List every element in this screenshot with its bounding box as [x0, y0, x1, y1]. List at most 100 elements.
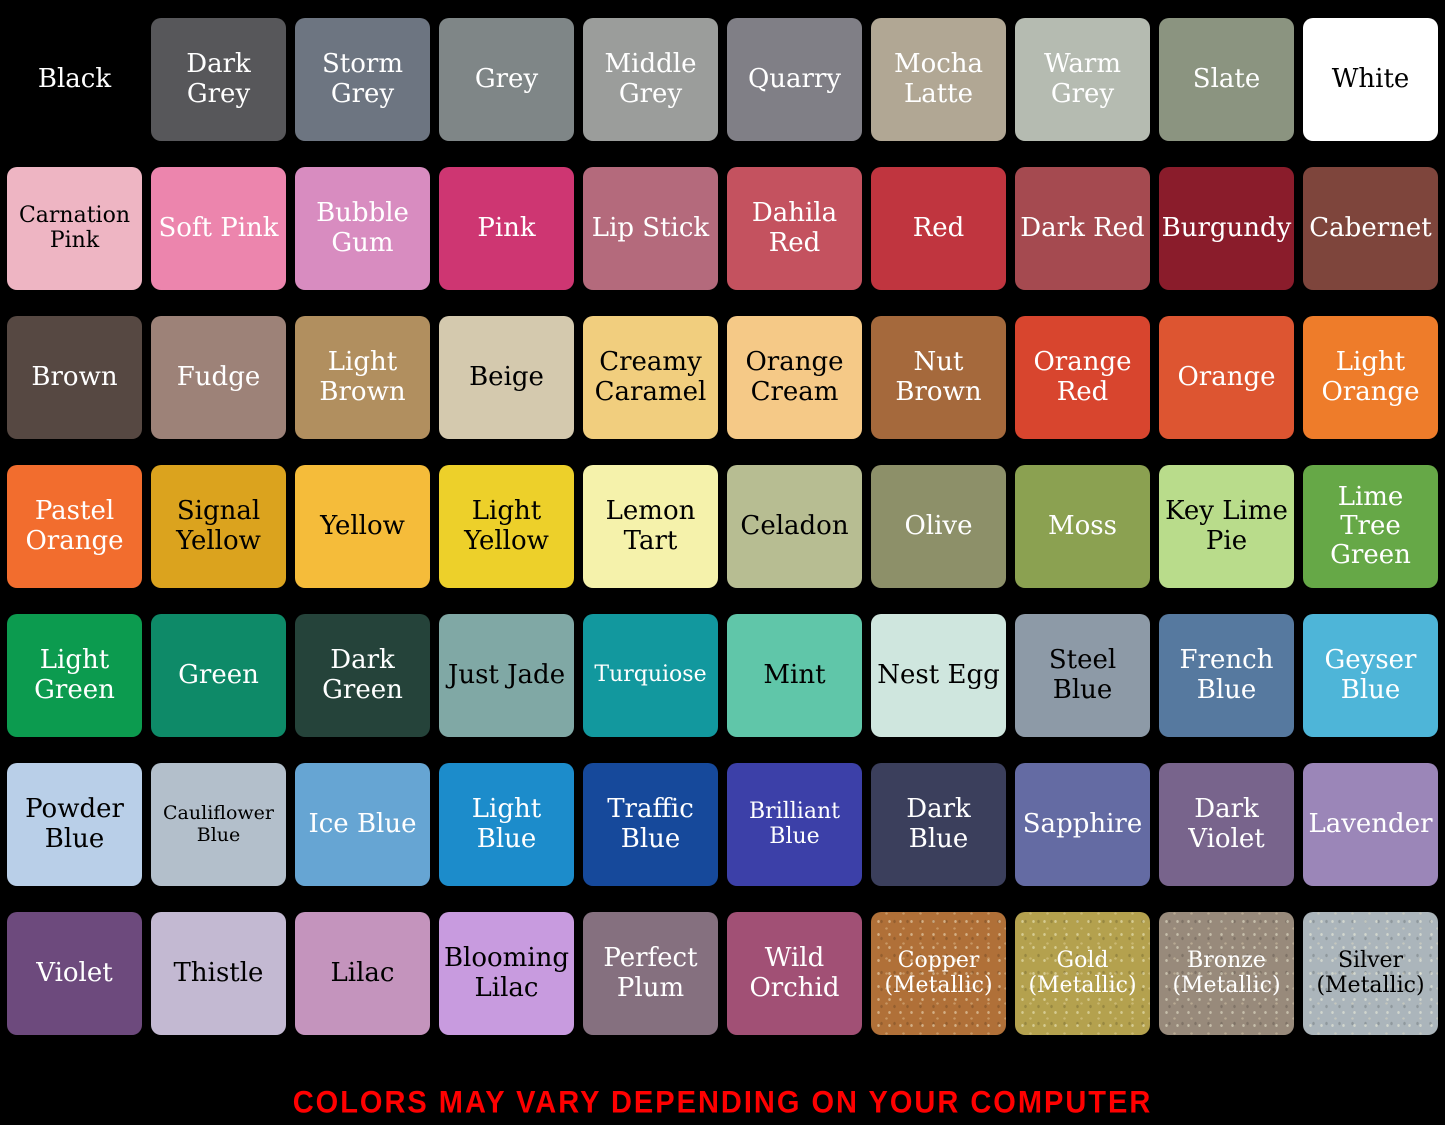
color-name-label: Celadon — [740, 510, 849, 541]
color-name-label: Slate — [1192, 63, 1261, 94]
color-name-label: Beige — [469, 361, 544, 392]
color-swatch-blooming-lilac: Blooming Lilac — [439, 912, 574, 1035]
color-swatch-dahila-red: Dahila Red — [727, 167, 862, 290]
color-name-label: Dark Blue — [906, 794, 971, 854]
color-swatch-thistle: Thistle — [151, 912, 286, 1035]
color-swatch-silver-metallic: Silver (Metallic) — [1303, 912, 1438, 1035]
color-swatch-dark-green: Dark Green — [295, 614, 430, 737]
color-name-label: Powder Blue — [25, 794, 124, 854]
color-swatch-dark-grey: Dark Grey — [151, 18, 286, 141]
color-name-label: Burgundy — [1161, 212, 1292, 243]
color-swatch-nut-brown: Nut Brown — [871, 316, 1006, 439]
color-swatch-pastel-orange: Pastel Orange — [7, 465, 142, 588]
color-name-label: Sapphire — [1022, 808, 1143, 839]
color-name-label: Orange — [1177, 361, 1276, 392]
color-name-label: Lime Tree Green — [1330, 481, 1411, 571]
color-name-label: Dark Green — [322, 645, 403, 705]
color-name-label: Dark Violet — [1188, 794, 1265, 854]
color-swatch-mint: Mint — [727, 614, 862, 737]
color-name-label: Yellow — [320, 510, 405, 541]
color-swatch-olive: Olive — [871, 465, 1006, 588]
color-grid: Black Dark Grey Storm Grey Grey Middle Grey Q… — [7, 18, 1438, 1035]
color-swatch-orange-cream: Orange Cream — [727, 316, 862, 439]
color-swatch-steel-blue: Steel Blue — [1015, 614, 1150, 737]
color-name-label: Orange Cream — [745, 347, 844, 407]
footer-disclaimer: COLORS MAY VARY DEPENDING ON YOUR COMPUT… — [292, 1085, 1153, 1121]
color-name-label: Copper (Metallic) — [884, 947, 993, 998]
color-swatch-light-green: Light Green — [7, 614, 142, 737]
color-swatch-orange-red: Orange Red — [1015, 316, 1150, 439]
color-name-label: Moss — [1048, 510, 1117, 541]
color-name-label: White — [1331, 63, 1410, 94]
color-swatch-violet: Violet — [7, 912, 142, 1035]
color-name-label: Light Blue — [471, 794, 542, 854]
color-swatch-light-yellow: Light Yellow — [439, 465, 574, 588]
color-name-label: Mint — [763, 659, 826, 690]
color-swatch-dark-violet: Dark Violet — [1159, 763, 1294, 886]
color-name-label: Light Yellow — [464, 496, 549, 556]
color-name-label: Quarry — [747, 63, 842, 94]
color-swatch-signal-yellow: Signal Yellow — [151, 465, 286, 588]
color-name-label: Bubble Gum — [316, 198, 409, 258]
color-name-label: Pink — [477, 212, 536, 243]
color-swatch-white: White — [1303, 18, 1438, 141]
color-swatch-moss: Moss — [1015, 465, 1150, 588]
color-swatch-lip-stick: Lip Stick — [583, 167, 718, 290]
color-name-label: Carnation Pink — [18, 202, 131, 253]
color-name-label: Light Orange — [1321, 347, 1420, 407]
color-name-label: Geyser Blue — [1324, 645, 1417, 705]
color-name-label: Lip Stick — [591, 212, 710, 243]
color-name-label: Violet — [36, 957, 113, 988]
color-swatch-soft-pink: Soft Pink — [151, 167, 286, 290]
color-swatch-creamy-caramel: Creamy Caramel — [583, 316, 718, 439]
color-name-label: Nut Brown — [895, 347, 982, 407]
color-swatch-orange: Orange — [1159, 316, 1294, 439]
color-swatch-burgundy: Burgundy — [1159, 167, 1294, 290]
color-name-label: Dahila Red — [751, 198, 838, 258]
color-name-label: Silver (Metallic) — [1316, 947, 1425, 998]
color-name-label: Middle Grey — [604, 49, 697, 109]
color-name-label: Traffic Blue — [607, 794, 694, 854]
color-swatch-cabernet: Cabernet — [1303, 167, 1438, 290]
color-swatch-brilliant-blue: Brilliant Blue — [727, 763, 862, 886]
color-swatch-copper-metallic: Copper (Metallic) — [871, 912, 1006, 1035]
color-name-label: Steel Blue — [1048, 645, 1117, 705]
color-swatch-red: Red — [871, 167, 1006, 290]
color-name-label: Warm Grey — [1043, 49, 1122, 109]
color-name-label: Red — [912, 212, 965, 243]
color-swatch-just-jade: Just Jade — [439, 614, 574, 737]
color-swatch-green: Green — [151, 614, 286, 737]
color-name-label: Soft Pink — [158, 212, 279, 243]
color-name-label: French Blue — [1179, 645, 1274, 705]
color-swatch-key-lime-pie: Key Lime Pie — [1159, 465, 1294, 588]
color-name-label: Bronze (Metallic) — [1172, 947, 1281, 998]
color-name-label: Signal Yellow — [176, 496, 261, 556]
color-swatch-fudge: Fudge — [151, 316, 286, 439]
color-name-label: Olive — [904, 510, 973, 541]
color-name-label: Green — [178, 659, 259, 690]
color-name-label: Mocha Latte — [893, 49, 984, 109]
color-swatch-geyser-blue: Geyser Blue — [1303, 614, 1438, 737]
color-swatch-perfect-plum: Perfect Plum — [583, 912, 718, 1035]
color-name-label: Fudge — [176, 361, 261, 392]
color-name-label: Dark Grey — [186, 49, 251, 109]
color-swatch-quarry: Quarry — [727, 18, 862, 141]
color-swatch-gold-metallic: Gold (Metallic) — [1015, 912, 1150, 1035]
color-name-label: Orange Red — [1033, 347, 1132, 407]
color-swatch-yellow: Yellow — [295, 465, 430, 588]
color-name-label: Key Lime Pie — [1165, 496, 1288, 556]
color-swatch-bubble-gum: Bubble Gum — [295, 167, 430, 290]
color-swatch-middle-grey: Middle Grey — [583, 18, 718, 141]
color-swatch-pink: Pink — [439, 167, 574, 290]
color-name-label: Cauliflower Blue — [163, 802, 274, 846]
color-name-label: Dark Red — [1020, 212, 1145, 243]
color-swatch-light-orange: Light Orange — [1303, 316, 1438, 439]
color-swatch-beige: Beige — [439, 316, 574, 439]
color-name-label: Brown — [31, 361, 118, 392]
color-name-label: Storm Grey — [322, 49, 403, 109]
color-swatch-dark-red: Dark Red — [1015, 167, 1150, 290]
color-name-label: Lilac — [330, 957, 395, 988]
color-swatch-slate: Slate — [1159, 18, 1294, 141]
color-name-label: Pastel Orange — [25, 496, 124, 556]
